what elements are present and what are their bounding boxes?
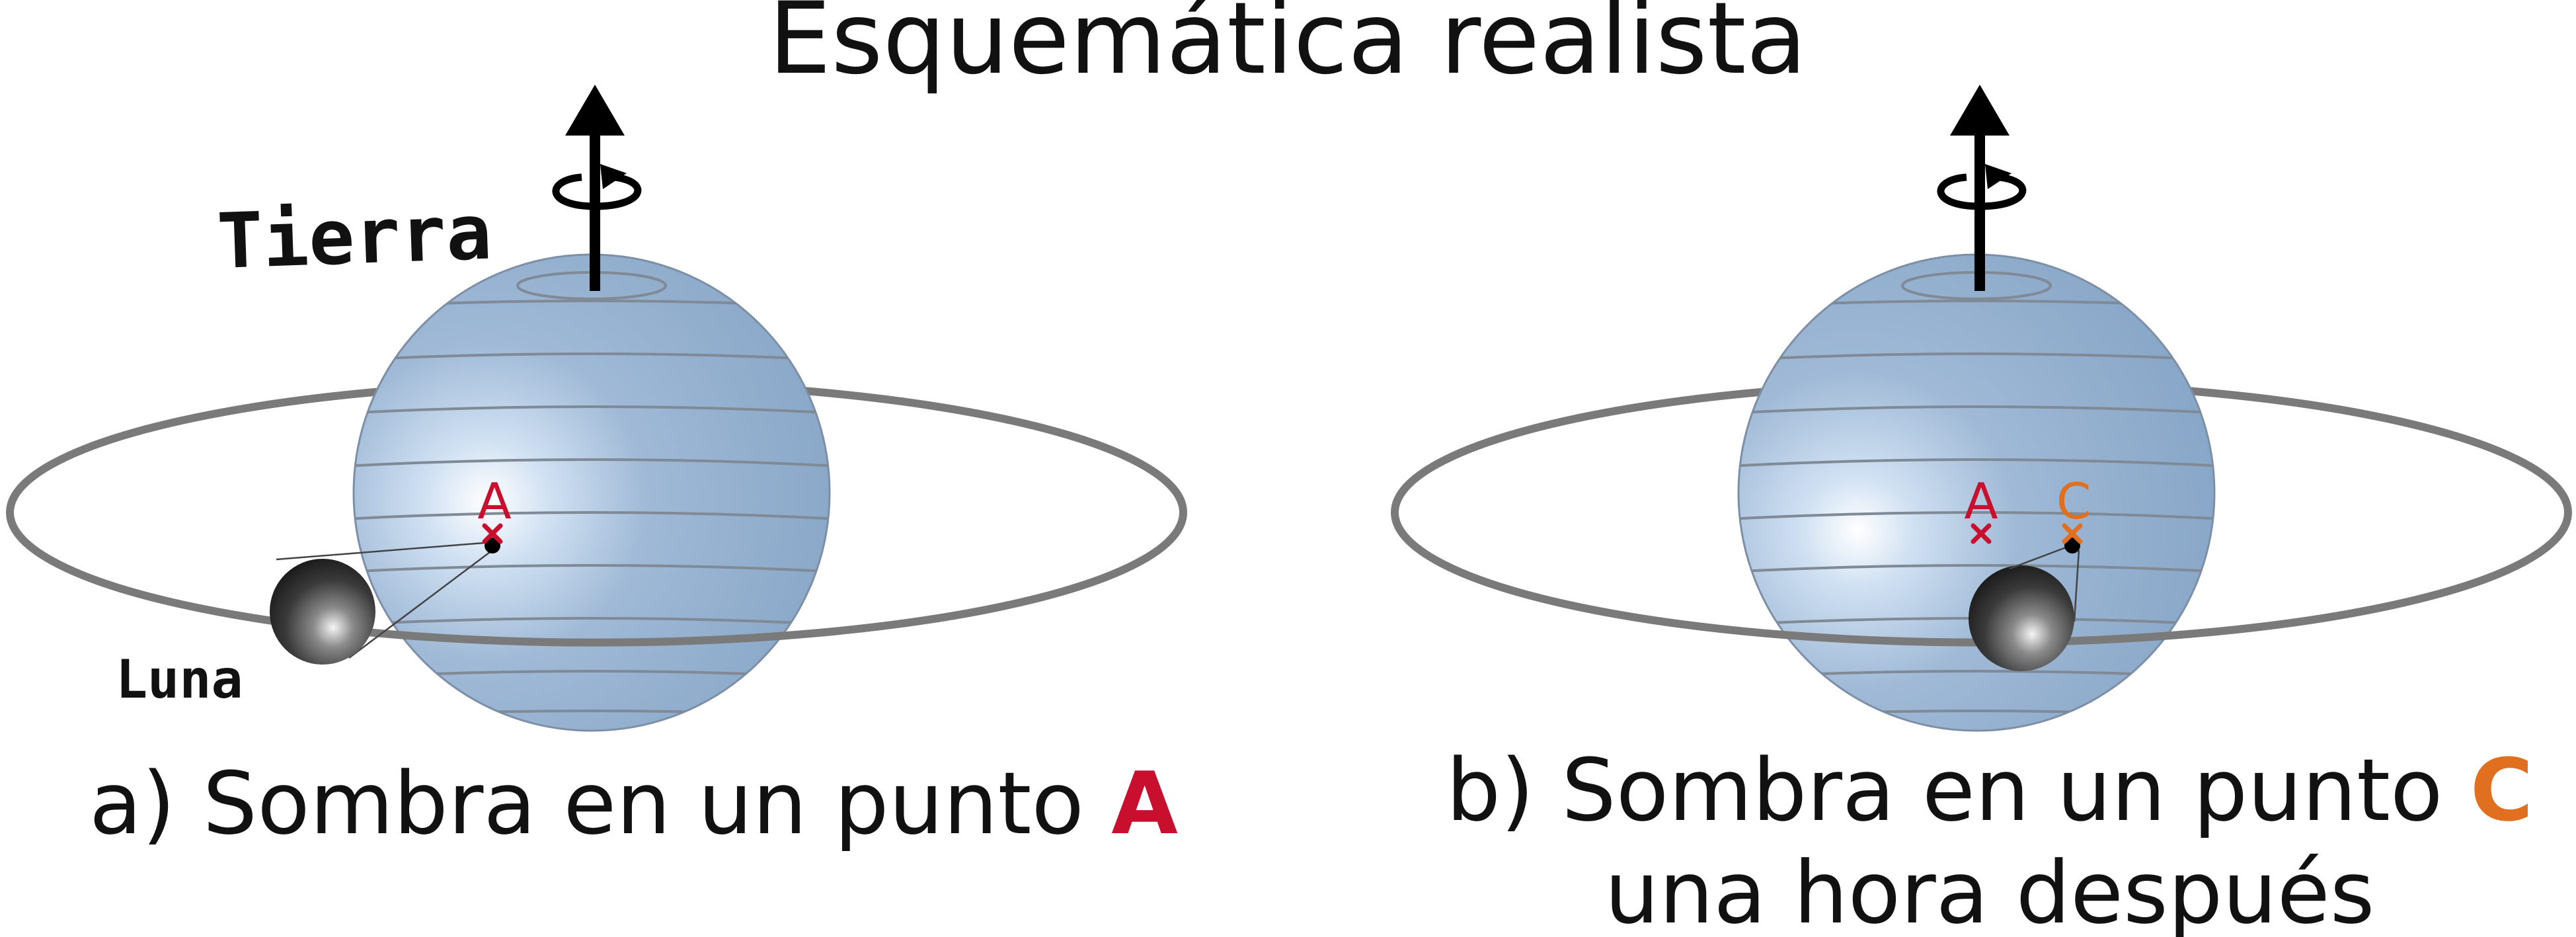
point-a-mark: A — [1964, 472, 1998, 544]
shadow-cone-lines — [2009, 544, 2080, 622]
earth-sphere — [352, 253, 831, 732]
moon-orbit-front — [6, 512, 1187, 647]
moon-sphere — [270, 559, 375, 665]
point-a-mark: A — [477, 472, 512, 553]
caption-a-point: A — [1111, 753, 1178, 854]
rotation-axis-arrow-icon — [1937, 85, 2027, 291]
caption-b-point: C — [2470, 740, 2533, 840]
caption-b-line2: una hora después — [1605, 842, 2375, 937]
x-mark-icon — [2062, 523, 2083, 544]
moon-label: Luna — [116, 649, 243, 710]
panel-a: A Tierra Luna a) Sombra en un punto A — [6, 85, 1187, 854]
diagram-title: Esquemática realista — [769, 0, 1807, 97]
point-c-label: C — [2056, 472, 2091, 530]
earth-label: Tierra — [215, 188, 493, 286]
x-mark-icon — [1971, 523, 1992, 544]
point-a-label: A — [477, 472, 511, 530]
point-a-label: A — [1964, 472, 1998, 530]
caption-a: a) Sombra en un punto A — [89, 753, 1178, 854]
x-mark-icon — [482, 523, 503, 544]
shadow-cone-lines — [276, 541, 493, 659]
point-c-mark: C — [2056, 472, 2091, 553]
rotation-axis-arrow-icon — [552, 85, 642, 291]
moon-sphere — [1969, 565, 2074, 671]
caption-b: b) Sombra en un punto C — [1446, 740, 2534, 840]
panel-b: A C b) Sombra en un punto C una hora des… — [1391, 85, 2572, 937]
